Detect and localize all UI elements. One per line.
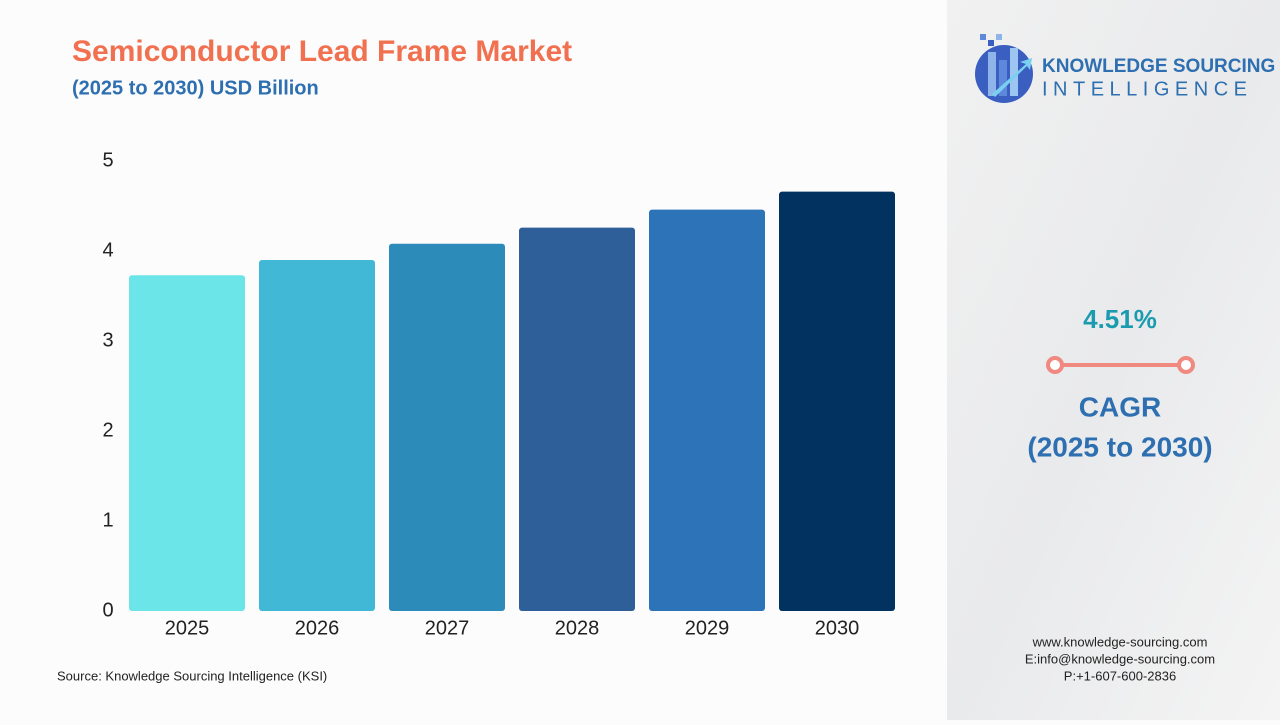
- y-tick-label: 4: [102, 239, 113, 261]
- y-tick-label: 5: [102, 149, 113, 171]
- x-tick-label: 2027: [425, 617, 470, 639]
- side-panel: [947, 0, 1280, 720]
- bar: [649, 209, 765, 611]
- divider: [1046, 356, 1195, 374]
- cagr-label: CAGR: [1079, 391, 1161, 422]
- x-tick-label: 2026: [295, 617, 340, 639]
- cagr-value: 4.51%: [1083, 304, 1157, 334]
- x-tick-label: 2028: [555, 617, 600, 639]
- bar: [389, 243, 505, 612]
- source: Source: Knowledge Sourcing Intelligence …: [57, 668, 327, 683]
- bar: [519, 227, 635, 611]
- contact-email: E:info@knowledge-sourcing.com: [1025, 651, 1215, 666]
- x-tick-label: 2025: [165, 617, 210, 639]
- bar: [779, 191, 895, 611]
- y-tick-label: 2: [102, 419, 113, 441]
- chart-subtitle: (2025 to 2030) USD Billion: [72, 77, 319, 99]
- brand-subname: INTELLIGENCE: [1042, 78, 1252, 100]
- bar: [129, 275, 245, 611]
- cagr-period: (2025 to 2030): [1027, 431, 1212, 462]
- y-tick-label: 0: [102, 599, 113, 621]
- y-tick-label: 3: [102, 329, 113, 351]
- contact-web: www.knowledge-sourcing.com: [1032, 634, 1208, 649]
- bar: [259, 260, 375, 611]
- x-tick-label: 2030: [815, 617, 860, 639]
- contact-phone: P:+1-607-600-2836: [1064, 668, 1176, 683]
- y-tick-label: 1: [102, 509, 113, 531]
- logo-icon: [975, 34, 1033, 103]
- x-tick-label: 2029: [685, 617, 730, 639]
- chart-title: Semiconductor Lead Frame Market: [72, 35, 572, 68]
- brand-name: KNOWLEDGE SOURCING: [1042, 56, 1275, 77]
